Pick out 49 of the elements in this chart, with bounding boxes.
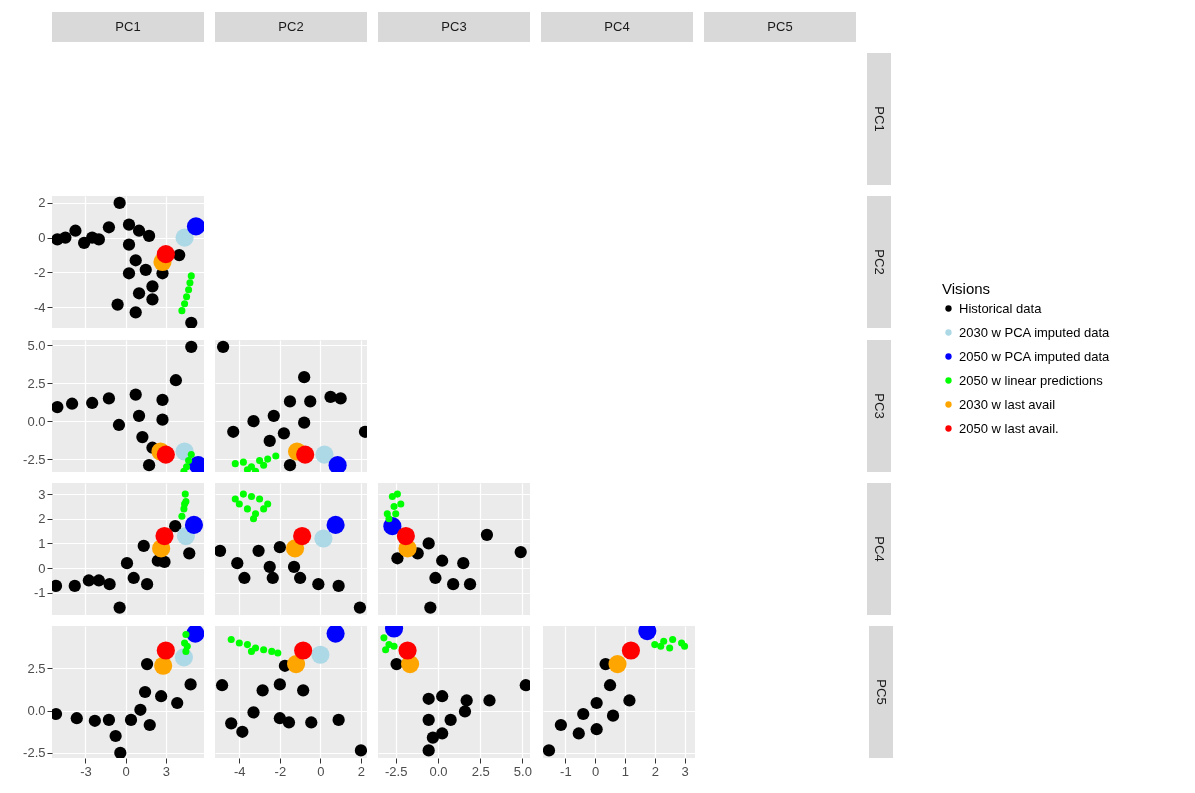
text: PC1: [872, 106, 887, 132]
y-tick-label: 3: [38, 486, 46, 502]
y-tick-label: -2: [33, 264, 46, 280]
x-tick-label: 0: [592, 763, 600, 779]
text: PC5: [874, 679, 889, 705]
x-tick-label: 5.0: [513, 763, 532, 779]
x-tick-label: 0.0: [429, 763, 448, 779]
y-tick-label: 2.5: [27, 375, 46, 391]
text: PC4: [604, 19, 630, 34]
x-tick-label: 3: [162, 763, 170, 779]
y-tick-label: -1: [33, 585, 46, 601]
x-tick-label: 0: [317, 763, 325, 779]
text: PC3: [441, 19, 467, 34]
legend-label: Historical data: [959, 300, 1043, 316]
y-tick-label: 0: [38, 230, 46, 246]
text: PC2: [872, 249, 887, 275]
legend-label: 2050 w last avail.: [959, 420, 1059, 436]
legend-label: 2050 w linear predictions: [959, 372, 1104, 388]
x-tick-label: -3: [80, 763, 92, 779]
y-tick-label: 0.0: [27, 413, 46, 429]
x-tick-label: 3: [681, 763, 689, 779]
y-tick-label: 2: [38, 511, 46, 527]
y-tick-label: -2.5: [23, 745, 46, 761]
x-tick-label: -1: [560, 763, 572, 779]
y-tick-label: 0: [38, 560, 46, 576]
x-tick-label: 2: [651, 763, 659, 779]
text: PC3: [872, 393, 887, 419]
legend-label: 2030 w PCA imputed data: [959, 324, 1111, 340]
x-tick-label: -2: [274, 763, 287, 779]
text: PC4: [872, 536, 887, 562]
y-tick-label: 1: [38, 535, 46, 551]
x-tick-label: 1: [621, 763, 630, 779]
legend-label: 2030 w last avail: [959, 396, 1056, 412]
y-tick-label: 2: [38, 195, 46, 211]
y-tick-label: 2.5: [27, 660, 46, 676]
x-tick-label: 0: [122, 763, 130, 779]
y-tick-label: -2.5: [23, 451, 46, 467]
x-tick-label: 2: [357, 763, 366, 779]
x-tick-label: 2.5: [471, 763, 490, 779]
x-tick-label: -2.5: [385, 763, 408, 779]
legend-title: Visions: [942, 280, 991, 297]
x-tick-label: -4: [234, 763, 246, 779]
y-tick-label: 5.0: [27, 337, 46, 353]
y-tick-label: -4: [33, 299, 46, 315]
legend-label: 2050 w PCA imputed data: [959, 348, 1111, 364]
text: PC5: [767, 19, 793, 34]
text: PC1: [115, 19, 141, 34]
y-tick-label: 0.0: [27, 703, 46, 719]
text: PC2: [278, 19, 304, 34]
